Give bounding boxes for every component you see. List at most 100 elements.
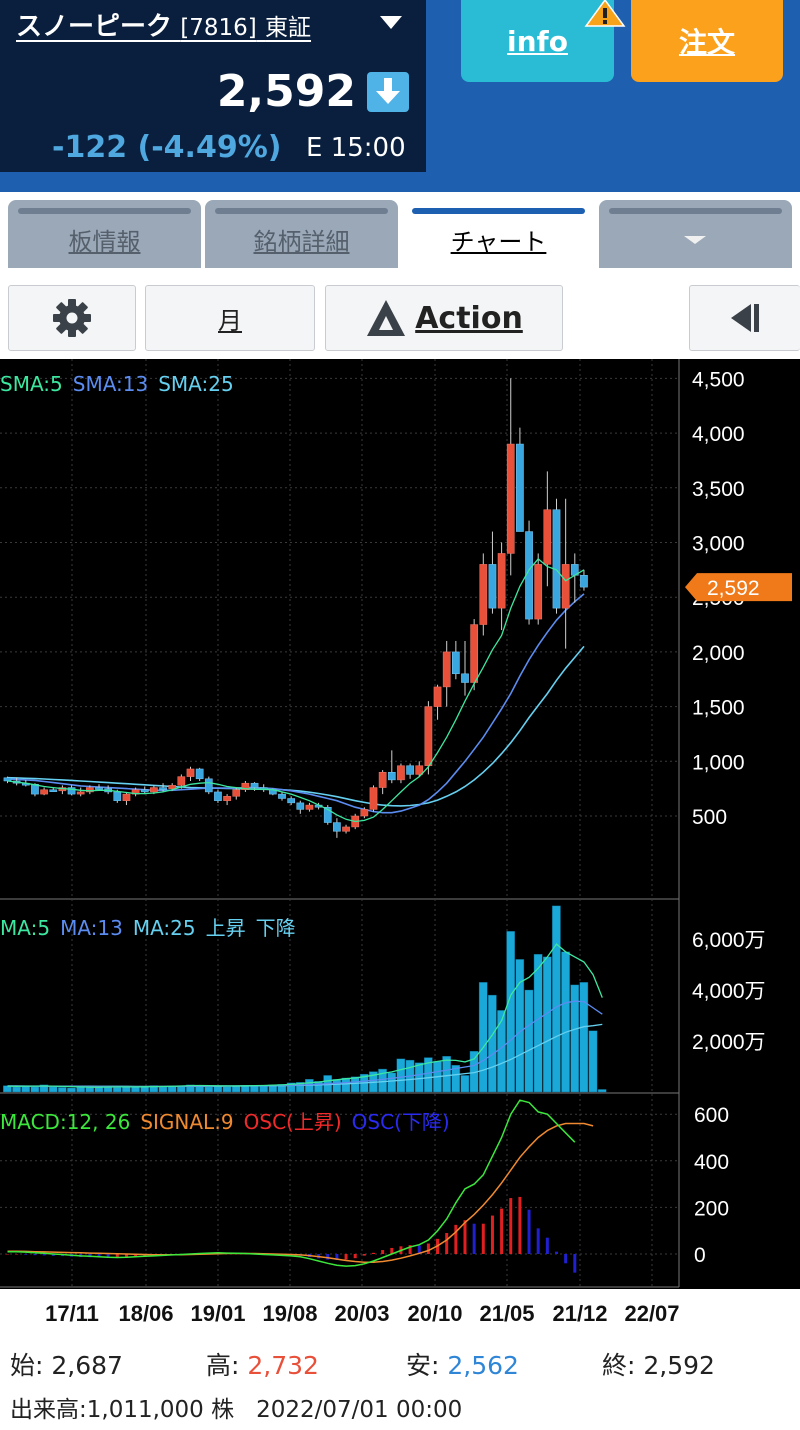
candle-body: [543, 509, 552, 565]
volume-bar: [213, 1086, 223, 1093]
volume-bar: [542, 956, 552, 1093]
sma13-line: [7, 593, 585, 814]
volume-ma5-line: [7, 943, 603, 1088]
candle-body: [433, 686, 442, 707]
volume-bar: [570, 984, 579, 1093]
price-tick-label: 500: [692, 806, 727, 829]
chart-canvas[interactable]: 4,5004,0003,5003,0002,5002,0001,5001,000…: [0, 359, 800, 1289]
candle-body: [333, 822, 341, 832]
candle-body: [534, 564, 543, 620]
dropdown-icon[interactable]: [380, 16, 402, 29]
volume-bar: [131, 1086, 140, 1093]
x-tick-label: 22/07: [624, 1301, 679, 1326]
candle-body: [305, 804, 314, 810]
quote-time: E 15:00: [306, 133, 406, 163]
close-value: 終: 2,592: [602, 1351, 715, 1380]
volume-bar: [158, 1086, 168, 1093]
tab-indicator: [215, 208, 388, 214]
volume-bar: [30, 1086, 40, 1093]
candle-body: [3, 777, 12, 782]
settings-button[interactable]: [8, 285, 136, 351]
legend-volume-up: 上昇: [205, 916, 246, 940]
candle-body: [195, 768, 204, 780]
volume-bar: [195, 1085, 204, 1093]
tab-more[interactable]: [599, 200, 792, 268]
candle-body: [561, 564, 570, 609]
x-tick-label: 21/05: [479, 1301, 534, 1326]
down-arrow-icon: [367, 72, 409, 112]
price-legend: SMA:5 SMA:13 SMA:25: [0, 372, 244, 396]
macd-legend: MACD:12, 26 SIGNAL:9 OSC(上昇) OSC(下降): [0, 1106, 460, 1135]
price-tick-label: 4,500: [692, 368, 745, 391]
open-value: 始: 2,687: [10, 1351, 123, 1380]
legend-ma25: MA:25: [132, 916, 196, 940]
low-value: 安: 2,562: [406, 1351, 519, 1380]
tab-label: 銘柄詳細: [253, 228, 350, 256]
tab-chart[interactable]: チャート: [402, 200, 595, 268]
legend-osc-up: OSC(上昇): [243, 1110, 342, 1134]
tab-label: チャート: [450, 228, 547, 256]
candle-body: [488, 564, 497, 609]
volume-bar: [350, 1076, 360, 1093]
stock-name: スノーピーク: [16, 12, 173, 42]
sma25-line: [7, 645, 585, 807]
action-button[interactable]: Action: [325, 285, 563, 351]
macd-line: [7, 1099, 576, 1267]
volume-bar: [387, 1072, 397, 1093]
collapse-panel-button[interactable]: [689, 285, 800, 351]
legend-sma5: SMA:5: [0, 372, 63, 396]
volume-bar: [112, 1087, 122, 1093]
chart-area[interactable]: 4,5004,0003,5003,0002,5002,0001,5001,000…: [0, 359, 800, 1289]
macd-tick-label: 400: [694, 1151, 729, 1174]
volume-bar: [561, 951, 570, 1093]
signal-line: [7, 1122, 594, 1263]
legend-sma13: SMA:13: [72, 372, 149, 396]
high-value: 高: 2,732: [206, 1351, 319, 1380]
period-label: 月: [218, 306, 242, 335]
price-tick-label: 1,500: [692, 697, 745, 720]
tab-indicator: [609, 208, 782, 214]
price-tick-label: 4,000: [692, 423, 745, 446]
candle-body: [223, 796, 231, 801]
candle-body: [442, 651, 451, 688]
volume-bar: [149, 1085, 159, 1093]
volume-bar: [222, 1086, 232, 1093]
candle-body: [95, 787, 103, 790]
volume-bar: [488, 994, 497, 1093]
candle-body: [250, 782, 259, 788]
x-tick-label: 18/06: [118, 1301, 173, 1326]
candle-body: [86, 787, 94, 793]
stock-selector[interactable]: スノーピーク [7816] 東証: [16, 6, 311, 43]
info-button[interactable]: info: [461, 0, 614, 82]
legend-macd: MACD:12, 26: [0, 1110, 131, 1134]
volume-bar: [286, 1082, 296, 1093]
volume-bar: [48, 1086, 58, 1093]
volume-bar: [12, 1086, 21, 1093]
warning-icon: [584, 0, 626, 27]
volume-tick-label: 4,000万: [692, 980, 766, 1003]
period-button[interactable]: 月: [145, 285, 315, 351]
sma5-line: [7, 557, 585, 823]
candle-body: [232, 789, 241, 797]
price-tick-label: 2,000: [692, 642, 745, 665]
candle-body: [415, 765, 424, 775]
volume-row: 出来高:1,011,000 株 2022/07/01 00:00: [10, 1390, 462, 1424]
volume-bar: [341, 1077, 351, 1093]
volume-legend: MA:5 MA:13 MA:25 上昇 下降: [0, 912, 306, 941]
candle-body: [168, 785, 177, 789]
collapse-left-icon: [731, 304, 759, 332]
candle-body: [214, 791, 222, 801]
x-axis: 17/11 18/06 19/01 19/08 20/03 20/10 21/05 21/12…: [45, 1301, 679, 1326]
current-price: 2,592: [216, 66, 356, 117]
order-button[interactable]: 注文: [631, 0, 783, 82]
tab-stock-detail[interactable]: 銘柄詳細: [205, 200, 398, 268]
candle-body: [150, 787, 158, 793]
macd-tick-label: 0: [694, 1244, 706, 1267]
tab-board[interactable]: 板情報: [8, 200, 201, 268]
legend-ma13: MA:13: [60, 916, 123, 940]
candle-body: [323, 806, 332, 823]
volume-bar: [314, 1081, 323, 1093]
volume-bar: [332, 1079, 342, 1093]
volume-bar: [67, 1087, 76, 1093]
price-tick-label: 3,500: [692, 478, 745, 501]
